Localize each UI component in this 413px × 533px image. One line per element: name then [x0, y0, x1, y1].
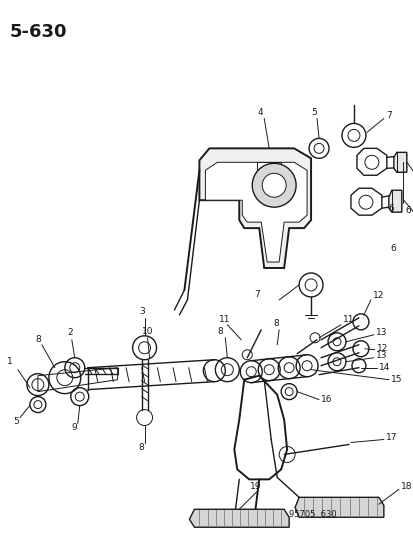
Polygon shape — [199, 148, 310, 268]
Text: 12: 12 — [372, 292, 383, 301]
Text: 7: 7 — [254, 290, 259, 300]
Text: 9: 9 — [71, 423, 77, 432]
Text: 7: 7 — [385, 111, 391, 120]
Text: 5: 5 — [310, 108, 316, 117]
Polygon shape — [388, 190, 401, 212]
Text: 8: 8 — [35, 335, 40, 344]
Text: 14: 14 — [378, 363, 389, 372]
Text: 8: 8 — [138, 443, 144, 452]
Text: 5-630: 5-630 — [10, 23, 67, 41]
Text: 6: 6 — [390, 244, 396, 253]
Text: 8: 8 — [273, 319, 278, 328]
Text: 4: 4 — [256, 108, 262, 117]
Text: 2: 2 — [68, 328, 73, 337]
Text: 12: 12 — [376, 344, 387, 353]
Polygon shape — [189, 509, 288, 527]
Text: 15: 15 — [390, 375, 401, 384]
Polygon shape — [234, 376, 287, 479]
Text: 11: 11 — [342, 316, 354, 325]
Text: 8: 8 — [217, 327, 223, 336]
Text: 6: 6 — [405, 206, 411, 215]
Text: 5: 5 — [13, 417, 19, 426]
Text: 19: 19 — [249, 482, 260, 491]
Text: 16: 16 — [320, 395, 332, 404]
Text: 3: 3 — [139, 308, 145, 317]
Text: 17: 17 — [385, 433, 396, 442]
Polygon shape — [294, 497, 383, 517]
Circle shape — [261, 173, 285, 197]
Polygon shape — [205, 163, 306, 262]
Text: 13: 13 — [375, 351, 387, 360]
Text: 13: 13 — [375, 328, 387, 337]
Text: 95705  630: 95705 630 — [288, 510, 336, 519]
Text: 6: 6 — [388, 204, 394, 213]
Polygon shape — [393, 152, 406, 172]
Circle shape — [252, 163, 295, 207]
Text: 18: 18 — [400, 482, 411, 491]
Text: 1: 1 — [7, 357, 13, 366]
Text: 10: 10 — [141, 327, 153, 336]
Text: 11: 11 — [219, 316, 230, 325]
